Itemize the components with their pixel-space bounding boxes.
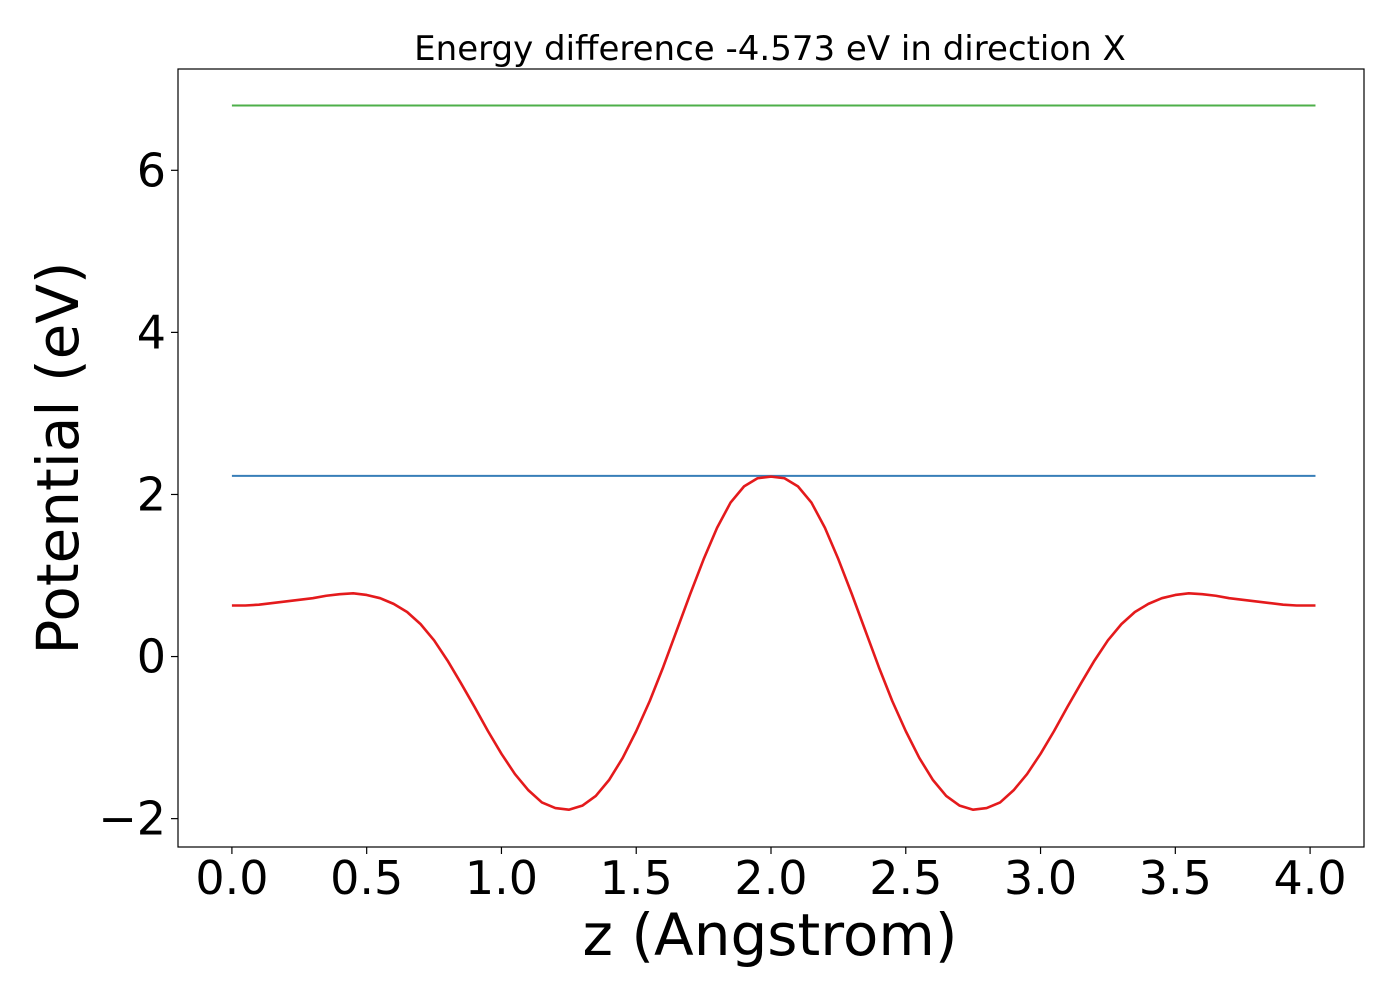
x-tick-label: 2.0 — [734, 851, 807, 905]
x-tick-label: 2.5 — [869, 851, 942, 905]
y-tick-label: 0 — [137, 630, 166, 684]
x-tick-label: 1.0 — [465, 851, 538, 905]
x-tick-label: 4.0 — [1274, 851, 1347, 905]
plot-frame — [177, 68, 1365, 848]
x-tick-label: 3.0 — [1004, 851, 1077, 905]
series-line-3 — [231, 475, 1316, 812]
x-tick-label: 0.5 — [330, 851, 403, 905]
y-axis-label: Potential (eV) — [24, 261, 92, 654]
chart-title: Energy difference -4.573 eV in direction… — [414, 29, 1126, 69]
x-tick-label: 1.5 — [600, 851, 673, 905]
y-tick-label: −2 — [98, 792, 166, 846]
y-axis: −2 0 2 4 6 — [98, 143, 178, 846]
plot-area — [231, 104, 1316, 812]
x-axis: 0.0 0.5 1.0 1.5 2.0 2.5 3.0 3.5 4.0 — [195, 847, 1347, 905]
y-tick-label: 2 — [137, 467, 166, 521]
x-tick-label: 3.5 — [1139, 851, 1212, 905]
y-tick-label: 4 — [137, 305, 166, 359]
x-axis-label: z (Angstrom) — [583, 901, 958, 969]
y-tick-label: 6 — [137, 143, 166, 197]
x-tick-label: 0.0 — [195, 851, 268, 905]
